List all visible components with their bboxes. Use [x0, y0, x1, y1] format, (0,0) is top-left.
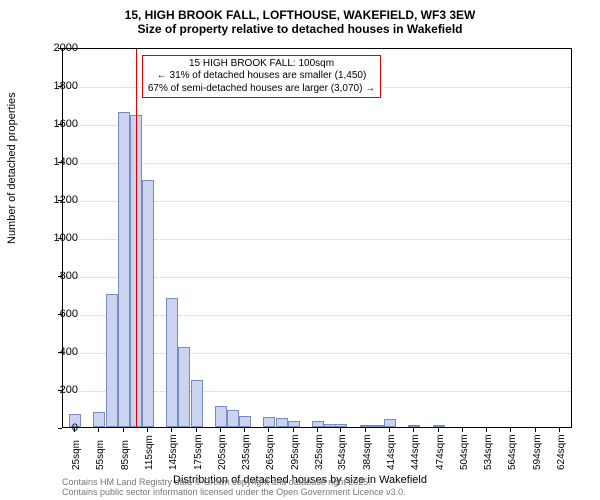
- y-tick-mark: [58, 314, 62, 315]
- x-tick-label: 235sqm: [241, 434, 252, 470]
- x-tick-label: 145sqm: [168, 434, 179, 470]
- x-tick-label: 295sqm: [290, 434, 301, 470]
- x-tick-label: 175sqm: [193, 434, 204, 470]
- x-tick-mark: [389, 428, 390, 432]
- x-tick-label: 564sqm: [507, 434, 518, 470]
- y-tick-mark: [58, 238, 62, 239]
- x-tick-mark: [413, 428, 414, 432]
- x-tick-mark: [486, 428, 487, 432]
- y-tick-mark: [58, 276, 62, 277]
- y-tick-mark: [58, 428, 62, 429]
- title-block: 15, HIGH BROOK FALL, LOFTHOUSE, WAKEFIEL…: [0, 0, 600, 40]
- histogram-bar: [142, 180, 154, 427]
- x-tick-label: 85sqm: [120, 440, 131, 470]
- x-tick-mark: [317, 428, 318, 432]
- x-tick-label: 384sqm: [362, 434, 373, 470]
- histogram-bar: [263, 417, 275, 427]
- histogram-bar: [215, 406, 227, 427]
- x-tick-label: 354sqm: [337, 434, 348, 470]
- x-tick-mark: [438, 428, 439, 432]
- x-tick-label: 474sqm: [435, 434, 446, 470]
- y-tick-mark: [58, 48, 62, 49]
- annotation-box: 15 HIGH BROOK FALL: 100sqm← 31% of detac…: [142, 55, 381, 99]
- x-tick-mark: [171, 428, 172, 432]
- footer: Contains HM Land Registry data © Crown c…: [62, 478, 406, 498]
- y-tick-mark: [58, 86, 62, 87]
- histogram-bar: [360, 425, 372, 427]
- y-axis-label: Number of detached properties: [6, 92, 18, 244]
- histogram-bar: [106, 294, 118, 427]
- title-line-2: Size of property relative to detached ho…: [0, 22, 600, 36]
- histogram-bar: [324, 424, 336, 427]
- histogram-bar: [408, 425, 420, 427]
- histogram-bar: [93, 412, 105, 427]
- y-tick-mark: [58, 162, 62, 163]
- y-tick-mark: [58, 200, 62, 201]
- title-line-1: 15, HIGH BROOK FALL, LOFTHOUSE, WAKEFIEL…: [0, 8, 600, 22]
- plot-area: 15 HIGH BROOK FALL: 100sqm← 31% of detac…: [62, 48, 572, 428]
- x-tick-mark: [559, 428, 560, 432]
- x-tick-label: 444sqm: [410, 434, 421, 470]
- histogram-bar: [433, 425, 445, 427]
- x-tick-mark: [340, 428, 341, 432]
- x-tick-mark: [462, 428, 463, 432]
- x-tick-label: 624sqm: [556, 434, 567, 470]
- x-tick-label: 55sqm: [95, 440, 106, 470]
- histogram-bar: [227, 410, 239, 427]
- x-tick-mark: [196, 428, 197, 432]
- x-tick-label: 325sqm: [314, 434, 325, 470]
- x-tick-mark: [74, 428, 75, 432]
- histogram-bar: [239, 416, 251, 427]
- histogram-bar: [118, 112, 130, 427]
- histogram-bar: [288, 421, 300, 427]
- y-tick-mark: [58, 352, 62, 353]
- annotation-line-1: 15 HIGH BROOK FALL: 100sqm: [148, 58, 375, 71]
- y-tick-mark: [58, 390, 62, 391]
- x-tick-mark: [365, 428, 366, 432]
- x-tick-label: 265sqm: [265, 434, 276, 470]
- x-tick-label: 594sqm: [532, 434, 543, 470]
- x-tick-mark: [510, 428, 511, 432]
- annotation-line-3: 67% of semi-detached houses are larger (…: [148, 83, 375, 96]
- x-tick-mark: [123, 428, 124, 432]
- x-tick-label: 534sqm: [483, 434, 494, 470]
- chart-container: 15, HIGH BROOK FALL, LOFTHOUSE, WAKEFIEL…: [0, 0, 600, 500]
- annotation-line-2: ← 31% of detached houses are smaller (1,…: [148, 70, 375, 83]
- histogram-bar: [335, 424, 347, 427]
- x-tick-mark: [98, 428, 99, 432]
- histogram-bar: [384, 419, 396, 427]
- x-tick-label: 115sqm: [144, 435, 155, 470]
- histogram-bar: [166, 298, 178, 427]
- x-tick-label: 25sqm: [71, 440, 82, 470]
- x-tick-mark: [244, 428, 245, 432]
- x-tick-mark: [293, 428, 294, 432]
- x-tick-label: 205sqm: [217, 434, 228, 470]
- histogram-bar: [372, 425, 384, 427]
- y-tick-mark: [58, 124, 62, 125]
- histogram-bar: [178, 347, 190, 427]
- histogram-bar: [191, 380, 203, 428]
- x-tick-label: 414sqm: [386, 434, 397, 470]
- histogram-bar: [276, 418, 288, 427]
- marker-line: [136, 49, 137, 427]
- x-tick-mark: [147, 428, 148, 432]
- footer-line-2: Contains public sector information licen…: [62, 488, 406, 498]
- x-tick-mark: [268, 428, 269, 432]
- histogram-bar: [312, 421, 324, 427]
- x-tick-mark: [535, 428, 536, 432]
- x-tick-label: 504sqm: [459, 434, 470, 470]
- x-tick-mark: [220, 428, 221, 432]
